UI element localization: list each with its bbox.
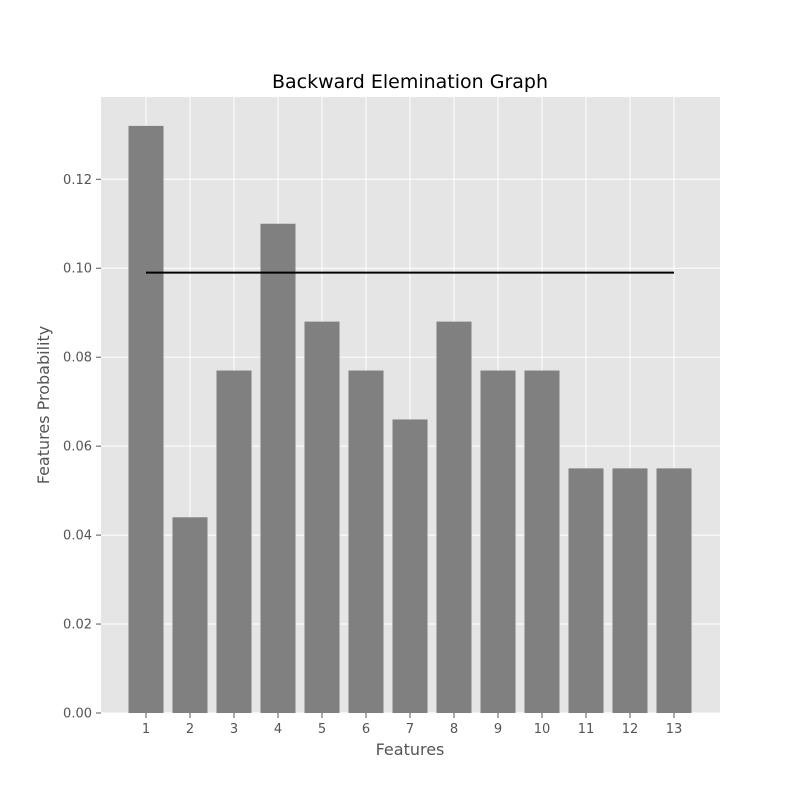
x-tick-label: 2 <box>186 722 194 737</box>
x-tick-label: 5 <box>318 722 326 737</box>
x-tick-label: 9 <box>494 722 502 737</box>
x-tick-label: 4 <box>274 722 282 737</box>
bar-feature-1 <box>128 125 164 714</box>
y-tick-label: 0.12 <box>63 173 92 188</box>
bar-feature-6 <box>348 370 384 713</box>
bar-feature-2 <box>172 517 208 713</box>
bar-feature-8 <box>436 321 472 713</box>
y-tick-label: 0.00 <box>63 707 92 722</box>
x-tick-label: 11 <box>578 722 595 737</box>
x-tick-label: 3 <box>230 722 238 737</box>
bar-feature-9 <box>480 370 516 713</box>
y-tick-label: 0.06 <box>63 440 92 455</box>
y-tick-label: 0.10 <box>63 262 92 277</box>
bar-feature-11 <box>568 468 604 713</box>
bar-feature-12 <box>612 468 648 713</box>
x-axis-ticks: 1 2 3 4 5 6 7 8 9 10 11 12 13 <box>142 713 682 737</box>
bar-feature-3 <box>216 370 252 713</box>
y-axis-label: Features Probability <box>34 326 53 484</box>
x-tick-label: 12 <box>622 722 639 737</box>
bar-feature-5 <box>304 321 340 713</box>
y-tick-label: 0.04 <box>63 529 92 544</box>
x-tick-label: 13 <box>666 722 683 737</box>
x-tick-label: 7 <box>406 722 414 737</box>
bars <box>128 125 692 714</box>
chart-title: Backward Elemination Graph <box>272 71 548 93</box>
x-tick-label: 8 <box>450 722 458 737</box>
x-tick-label: 10 <box>534 722 551 737</box>
x-tick-label: 1 <box>142 722 150 737</box>
bar-feature-13 <box>656 468 692 713</box>
bar-feature-4 <box>260 223 296 713</box>
bar-feature-7 <box>392 419 428 713</box>
y-tick-label: 0.02 <box>63 618 92 633</box>
y-axis-ticks: 0.00 0.02 0.04 0.06 0.08 0.10 0.12 <box>63 173 101 722</box>
x-tick-label: 6 <box>362 722 370 737</box>
bar-feature-10 <box>524 370 560 713</box>
x-axis-label: Features <box>376 740 445 759</box>
y-tick-label: 0.08 <box>63 351 92 366</box>
